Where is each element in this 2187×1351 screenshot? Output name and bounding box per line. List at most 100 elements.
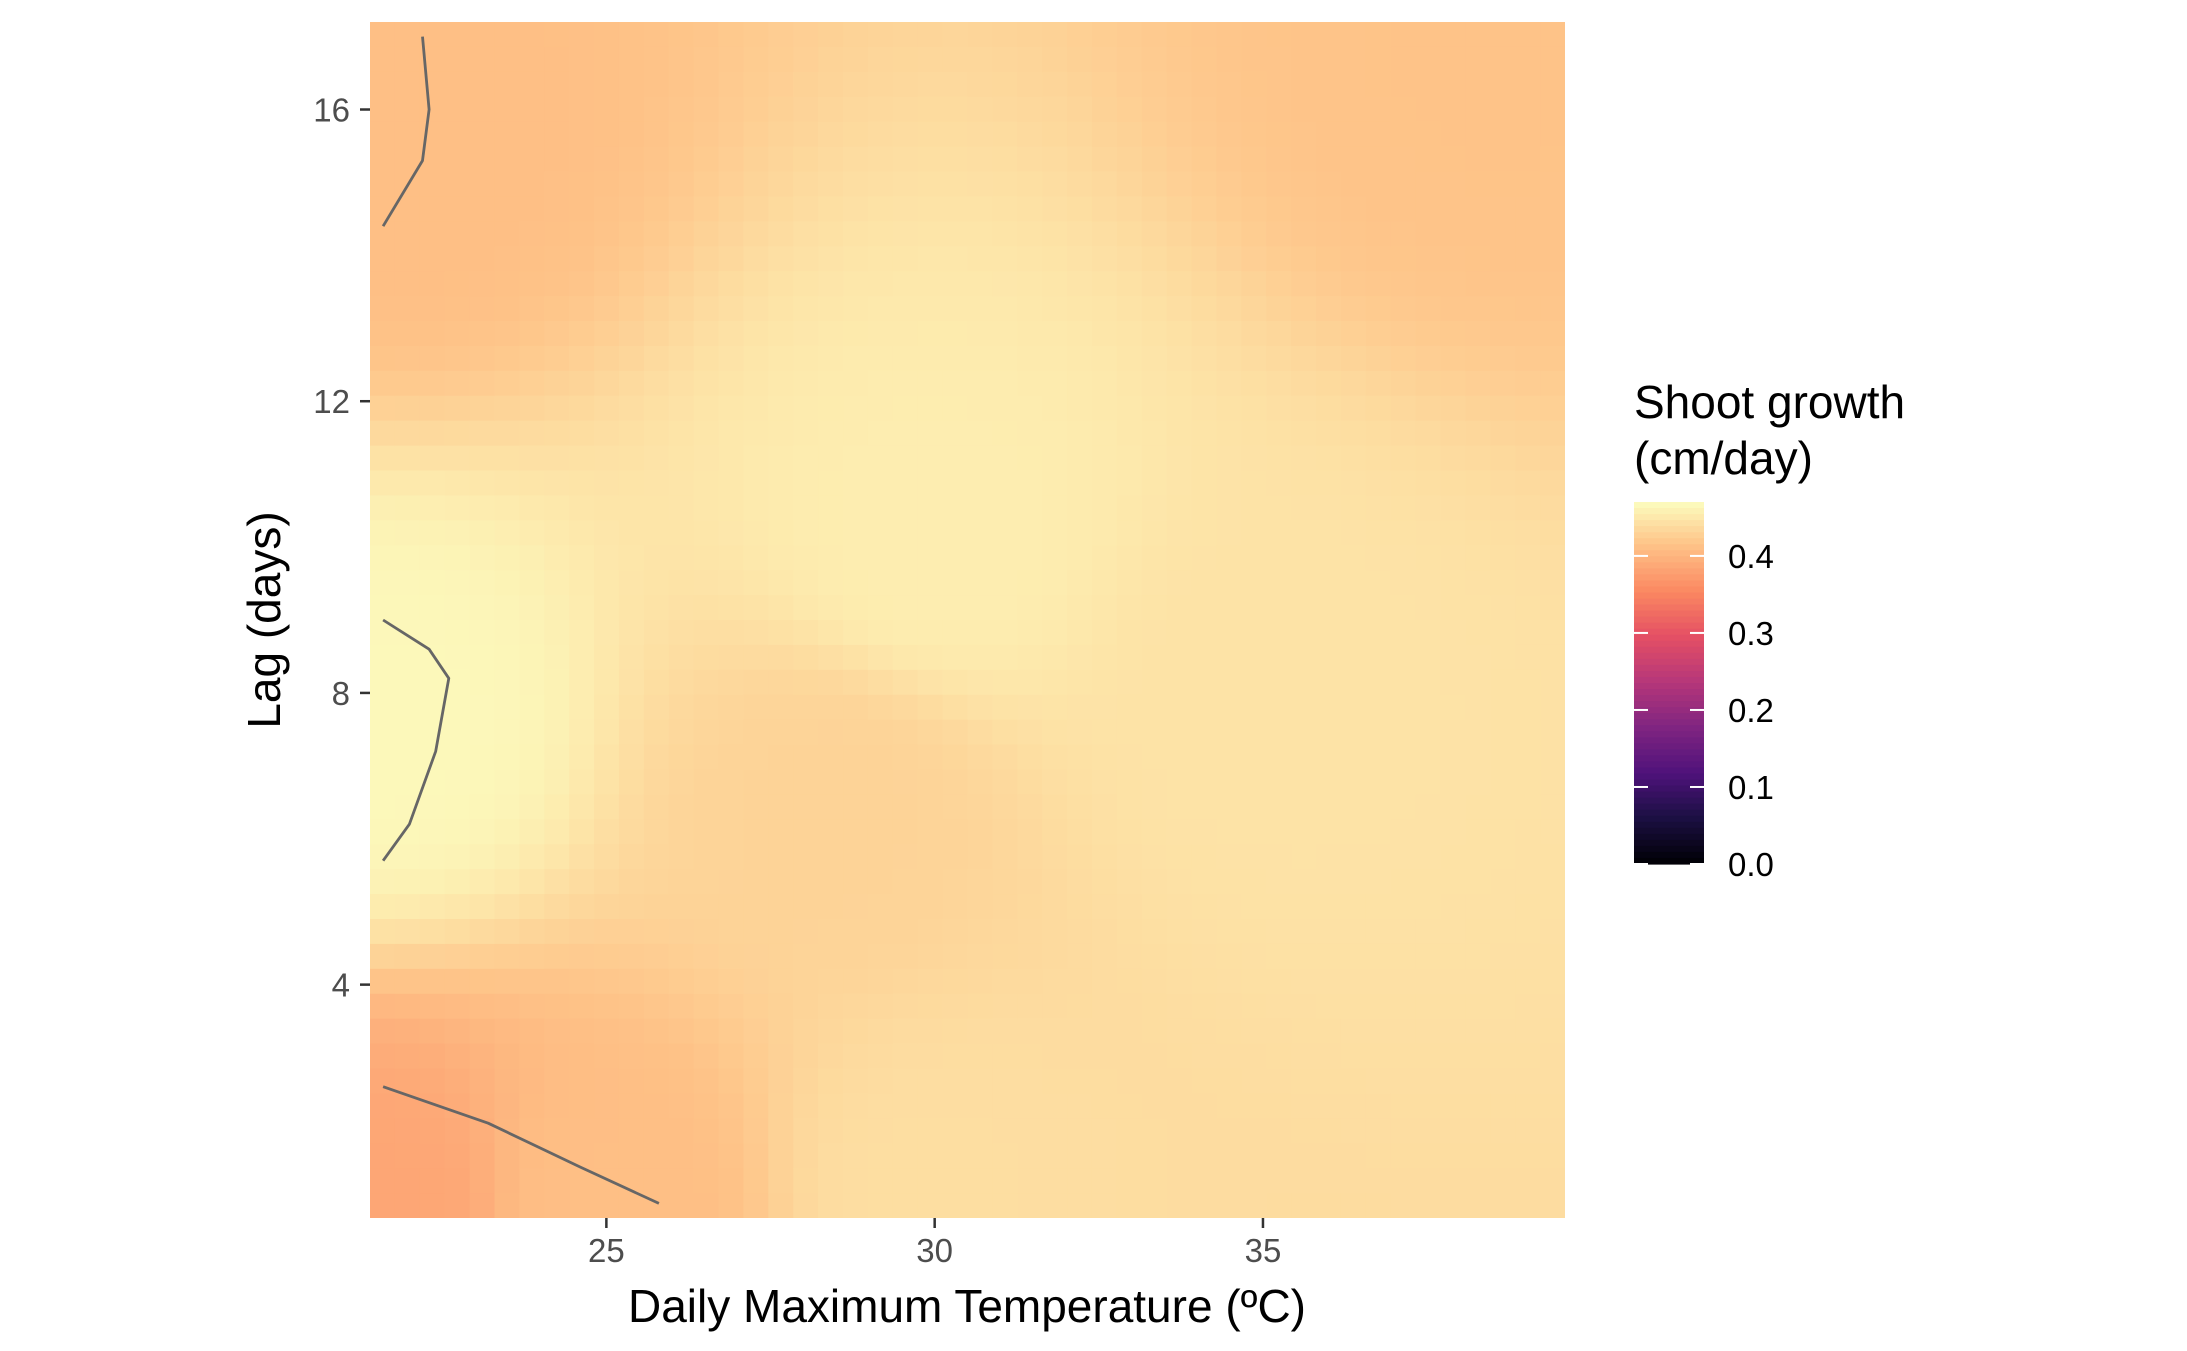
heat-cell [1440, 595, 1467, 621]
heat-cell [917, 470, 944, 497]
heat-cell [768, 495, 795, 522]
heat-cell [743, 520, 770, 547]
heat-cell [1116, 694, 1143, 721]
heat-cell [594, 22, 620, 48]
legend-color-segment [1634, 827, 1704, 835]
heat-cell [718, 1168, 745, 1194]
heat-cell [1141, 345, 1168, 372]
heat-cell [1141, 819, 1168, 846]
heat-cell [394, 844, 421, 870]
heat-cell [618, 370, 645, 397]
heat-cell [967, 296, 994, 322]
heat-cell [917, 96, 944, 123]
heat-cell [1440, 894, 1467, 920]
heat-cell [1241, 844, 1268, 870]
heat-cell [618, 196, 645, 223]
heat-cell [1365, 1143, 1392, 1169]
heat-cell [370, 246, 396, 272]
heat-cell [668, 345, 695, 372]
heat-cell [469, 420, 496, 447]
heat-cell [1415, 943, 1442, 970]
heat-cell [519, 96, 546, 123]
heat-cell [867, 46, 894, 73]
heat-cell [1166, 869, 1193, 895]
heat-cell [1116, 644, 1143, 671]
heat-cell [1067, 1118, 1093, 1145]
heat-cell [594, 221, 620, 248]
heat-cell [1216, 1018, 1243, 1045]
heat-cell [942, 844, 969, 870]
heat-cell [1141, 22, 1168, 48]
heat-cell [1515, 470, 1541, 497]
heat-cell [1191, 271, 1218, 297]
heat-cell [1216, 1093, 1243, 1120]
heat-cell [793, 370, 819, 397]
heat-cell [444, 1068, 471, 1095]
heat-cell [1365, 744, 1392, 771]
heat-cell [1365, 968, 1392, 995]
heat-cell [867, 271, 894, 297]
heat-cell [1067, 46, 1093, 73]
heat-cell [1415, 196, 1442, 223]
heat-cell [594, 171, 620, 198]
heat-cell [942, 96, 969, 123]
heat-cell [494, 819, 521, 846]
heat-cell [394, 345, 421, 372]
heat-cell [917, 545, 944, 571]
legend-color-segment [1634, 845, 1704, 853]
heat-cell [1291, 769, 1317, 796]
heat-cell [1365, 271, 1392, 297]
heat-cell [1390, 1068, 1417, 1095]
heat-cell [1116, 520, 1143, 547]
heat-cell [917, 22, 944, 48]
heat-cell [1291, 894, 1317, 920]
heat-cell [1415, 470, 1442, 497]
heat-cell [618, 1193, 645, 1218]
heat-cell [1166, 1168, 1193, 1194]
heat-cell [1067, 869, 1093, 895]
heat-cell [494, 221, 521, 248]
heat-cell [1440, 196, 1467, 223]
heat-cell [1042, 1118, 1068, 1145]
heat-cell [992, 495, 1019, 522]
heat-cell [693, 271, 720, 297]
heat-cell [1365, 570, 1392, 596]
heat-cell [469, 719, 496, 746]
heat-cell [1042, 570, 1068, 596]
heat-cell [394, 121, 421, 148]
heat-cell [743, 146, 770, 173]
heat-cell [1440, 345, 1467, 372]
heat-cell [469, 495, 496, 522]
heat-cell [1191, 669, 1218, 696]
heat-cell [544, 22, 570, 48]
heat-cell [1191, 644, 1218, 671]
heat-cell [1291, 22, 1317, 48]
heat-cell [643, 271, 670, 297]
heat-cell [1216, 271, 1243, 297]
heat-cell [818, 271, 844, 297]
heat-cell [1266, 296, 1292, 322]
heat-cell [1440, 1043, 1467, 1070]
heat-cell [1390, 345, 1417, 372]
heat-cell [917, 744, 944, 771]
heat-cell [768, 370, 795, 397]
heat-cell [793, 345, 819, 372]
heat-cell [1540, 819, 1565, 846]
heat-cell [693, 769, 720, 796]
heat-cell [1017, 644, 1043, 671]
heat-cell [1515, 919, 1541, 945]
heat-cell [643, 321, 670, 347]
heat-cell [917, 1118, 944, 1145]
heat-cell [1166, 595, 1193, 621]
heat-cell [519, 22, 546, 48]
heat-cell [1415, 71, 1442, 98]
heat-cell [394, 470, 421, 497]
heat-cell [1415, 669, 1442, 696]
heat-cell [1141, 1018, 1168, 1045]
legend-color-segment [1634, 670, 1704, 678]
heat-cell [743, 121, 770, 148]
heat-cell [469, 221, 496, 248]
heat-cell [1091, 993, 1118, 1020]
heat-cell [370, 296, 396, 322]
heat-cell [892, 919, 919, 945]
